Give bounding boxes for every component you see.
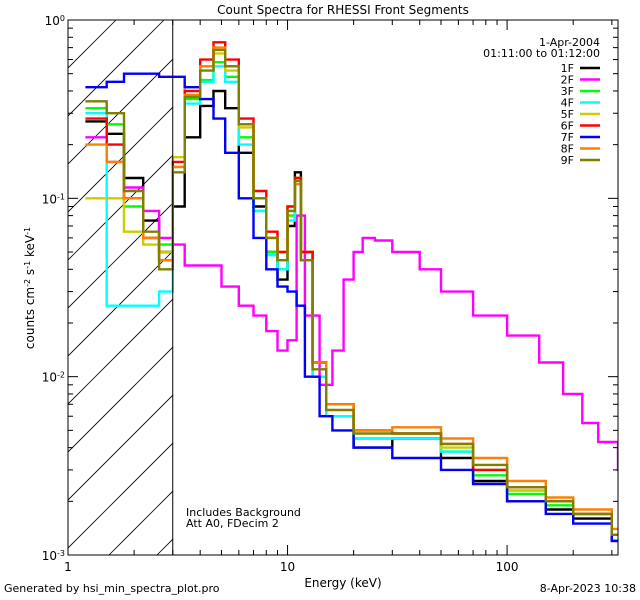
series-line-7F — [85, 72, 618, 543]
series-line-6F — [85, 41, 618, 536]
legend-label-9F: 9F — [561, 154, 574, 167]
legend-label-7F: 7F — [561, 131, 574, 144]
series-line-9F — [85, 48, 618, 536]
y-tick-label: 10-3 — [42, 549, 65, 564]
hatch-line — [68, 202, 173, 309]
hatch-line — [68, 346, 173, 453]
chart-title: Count Spectra for RHESSI Front Segments — [217, 3, 469, 17]
series-line-5F — [85, 52, 618, 536]
hatch-line — [68, 58, 173, 165]
plot-frame — [67, 19, 619, 556]
legend-label-1F: 1F — [561, 62, 574, 75]
x-tick-label: 1 — [64, 560, 72, 574]
legend-label-8F: 8F — [561, 143, 574, 156]
hatch-line — [68, 20, 165, 117]
hatch-line — [68, 154, 173, 261]
series-layer — [85, 41, 618, 543]
attenuator-note: Att A0, FDecim 2 — [186, 517, 279, 530]
y-tick-label: 10-1 — [42, 192, 65, 207]
legend-label-3F: 3F — [561, 85, 574, 98]
y-axis-ticks: 100 10-1 10-2 10-3 — [42, 14, 618, 564]
footer-timestamp: 8-Apr-2023 10:38 — [539, 582, 636, 595]
series-line-4F — [85, 65, 618, 536]
series-line-3F — [85, 61, 618, 536]
x-axis-label: Energy (keV) — [304, 576, 381, 590]
y-tick-label: 100 — [45, 14, 65, 29]
x-tick-label: 100 — [496, 560, 519, 574]
legend-label-2F: 2F — [561, 74, 574, 87]
series-line-1F — [85, 89, 618, 543]
x-tick-label: 10 — [280, 560, 295, 574]
time-range-annotation: 01:11:00 to 01:12:00 — [483, 47, 600, 60]
hatch-line — [68, 106, 173, 213]
legend-label-5F: 5F — [561, 108, 574, 121]
hatch-line — [68, 394, 173, 501]
legend-label-6F: 6F — [561, 120, 574, 133]
hatch-line — [68, 250, 173, 357]
date-annotation: 1-Apr-2004 — [539, 36, 600, 49]
x-axis-ticks: 1 10 100 — [64, 20, 613, 574]
footer-generated-by: Generated by hsi_min_spectra_plot.pro — [4, 582, 220, 595]
series-line-8F — [85, 46, 618, 531]
background-note: Includes Background — [186, 506, 301, 519]
attenuated-region — [68, 20, 173, 555]
hatch-line — [68, 442, 173, 549]
y-axis-label: counts cm-2 s-1 keV-1 — [23, 227, 38, 349]
legend-label-4F: 4F — [561, 97, 574, 110]
y-tick-label: 10-2 — [42, 370, 65, 385]
